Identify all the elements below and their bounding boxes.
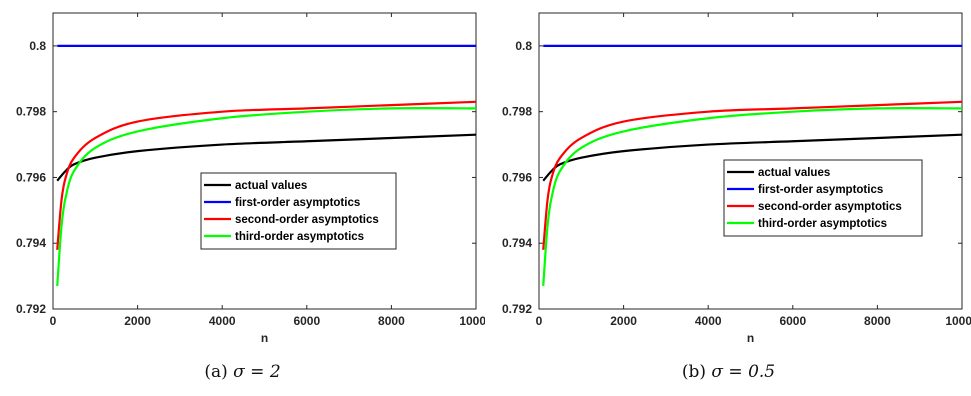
x-tick-label: 8000 xyxy=(378,314,405,328)
series-line-third-order-asymptotics xyxy=(542,107,962,287)
legend-box xyxy=(200,172,397,250)
legend-entry: third-order asymptotics xyxy=(235,231,364,243)
x-tick-label: 4000 xyxy=(695,314,722,328)
series-line-second-order-asymptotics xyxy=(542,100,962,250)
legend-entry: actual values xyxy=(235,180,307,192)
legend-entry: first-order asymptotics xyxy=(235,197,360,209)
x-tick-label: 2000 xyxy=(610,314,637,328)
x-tick-label: 4000 xyxy=(209,314,236,328)
legend-box xyxy=(723,159,923,237)
caption-a: (a) σ = 2 xyxy=(0,362,485,382)
legend-entry: first-order asymptotics xyxy=(758,184,883,196)
legend-entry: actual values xyxy=(758,167,830,179)
x-axis-label: n xyxy=(747,331,754,345)
legend-entry: third-order asymptotics xyxy=(758,218,887,230)
caption-b: (b) σ = 0.5 xyxy=(486,362,971,382)
caption-b-prefix: (b) xyxy=(681,362,707,382)
y-tick-label: 0.792 xyxy=(502,302,532,316)
x-axis-label: n xyxy=(261,331,268,345)
y-tick-label: 0.794 xyxy=(502,236,532,250)
x-tick-label: 8000 xyxy=(864,314,891,328)
y-tick-label: 0.798 xyxy=(16,105,46,119)
y-tick-label: 0.8 xyxy=(515,39,532,53)
legend-entry: second-order asymptotics xyxy=(758,201,902,213)
x-tick-label: 0 xyxy=(50,314,57,328)
x-tick-label: 2000 xyxy=(124,314,151,328)
y-tick-label: 0.8 xyxy=(29,39,46,53)
x-tick-label: 6000 xyxy=(293,314,320,328)
legend: actual values first-order asymptotics seco… xyxy=(723,159,923,237)
plot-area xyxy=(52,12,477,310)
legend: actual values first-order asymptotics seco… xyxy=(200,172,397,250)
x-tick-label: 6000 xyxy=(779,314,806,328)
series-line-second-order-asymptotics xyxy=(56,100,476,250)
series-line-third-order-asymptotics xyxy=(56,107,476,287)
caption-b-math: σ = 0.5 xyxy=(711,362,776,382)
legend-entry: second-order asymptotics xyxy=(235,214,379,226)
caption-a-math: σ = 2 xyxy=(233,362,281,382)
y-tick-label: 0.796 xyxy=(502,170,532,184)
y-tick-label: 0.798 xyxy=(502,105,532,119)
x-tick-label: 0 xyxy=(536,314,543,328)
y-tick-label: 0.792 xyxy=(16,302,46,316)
y-tick-label: 0.796 xyxy=(16,170,46,184)
y-tick-label: 0.794 xyxy=(16,236,46,250)
caption-a-prefix: (a) xyxy=(204,362,228,382)
